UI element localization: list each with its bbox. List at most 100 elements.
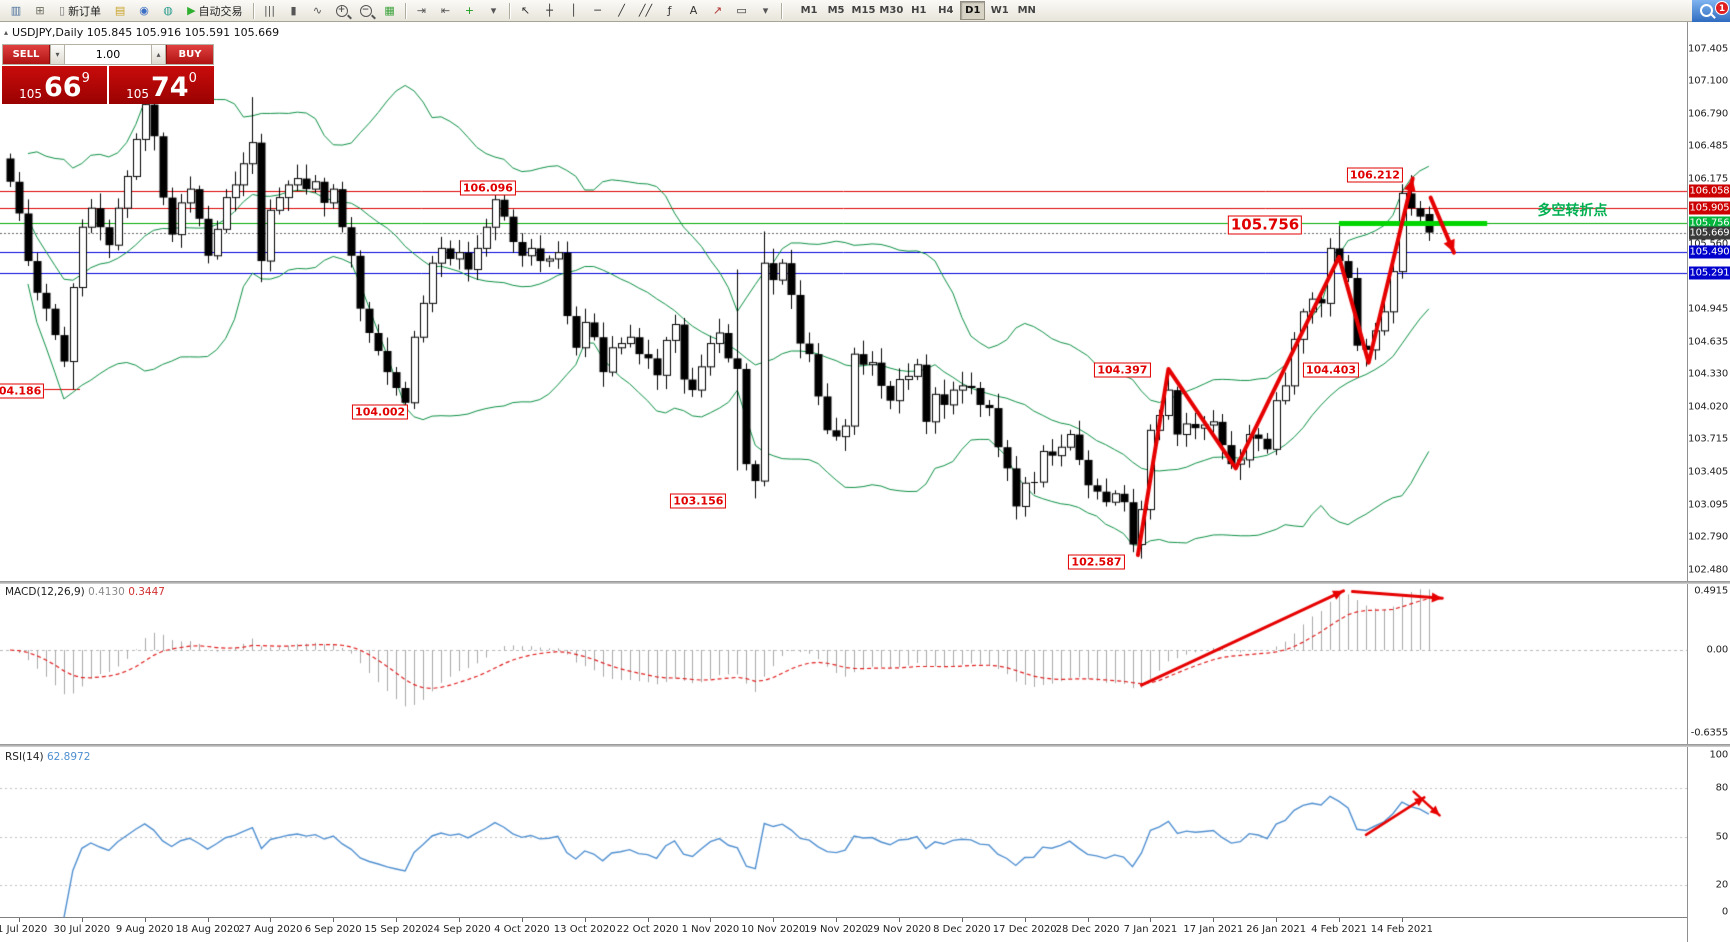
volume-input[interactable] (65, 45, 151, 64)
toolbar-button-label: 新订单 (68, 4, 102, 18)
time-tick (1276, 918, 1277, 922)
toolbar-separator (508, 2, 511, 19)
zoom-out-icon[interactable]: − (355, 1, 377, 21)
new-order-button[interactable]: ▯ 新订单 (53, 1, 107, 21)
rsi-axis-label: 100 (1709, 749, 1729, 761)
ask-price-pips: 74 (151, 72, 189, 103)
arrows-icon[interactable]: ↗ (707, 1, 729, 21)
profiles-icon[interactable]: ⊞ (29, 1, 51, 21)
date-label: 17 Jan 2021 (1183, 924, 1244, 935)
date-label: 24 Sep 2020 (427, 924, 491, 935)
price-tag: 105.905 (1689, 201, 1730, 215)
rsi-label: RSI(14) (5, 751, 44, 763)
chart-shift-icon-glyph: ⇤ (440, 4, 451, 17)
rsi-axis-label: 50 (1715, 831, 1729, 842)
time-tick (1088, 918, 1089, 922)
date-label: 8 Dec 2020 (933, 924, 991, 935)
fibonacci-icon[interactable]: ƒ (659, 1, 681, 21)
community-icon[interactable]: ◍ (157, 1, 179, 21)
macd-panel-canvas[interactable] (0, 584, 1687, 744)
tile-windows-icon[interactable]: ▦ (379, 1, 401, 21)
text-icon[interactable]: A (683, 1, 705, 21)
time-tick (585, 918, 586, 922)
bar-chart-type-icon[interactable]: ||| (259, 1, 281, 21)
channel-icon[interactable]: ╱╱ (635, 1, 657, 21)
timeframe-toolbar: M1 M5 M15 M30 H1 H4 D1 W1 MN (796, 1, 1041, 20)
price-tick-label: 106.175 (1688, 173, 1728, 185)
volume-increase-button[interactable]: ▴ (151, 45, 166, 64)
timeframe-button-m30[interactable]: M30 (879, 5, 904, 16)
autotrade-button[interactable]: ▶ 自动交易 (181, 1, 248, 21)
arrows-icon-glyph: ↗ (712, 4, 723, 17)
macd-axis-label: 0.4915 (1694, 585, 1728, 597)
indicators-icon[interactable]: + (459, 1, 481, 21)
date-label: 22 Oct 2020 (616, 924, 679, 935)
toolbar-button-label: 自动交易 (198, 4, 243, 18)
date-label: 30 Jul 2020 (53, 924, 111, 935)
price-chart-canvas[interactable] (0, 22, 1687, 581)
rsi-axis-label: 0 (1721, 906, 1728, 918)
rsi-panel-canvas[interactable] (0, 747, 1687, 917)
timeframe-button-w1[interactable]: W1 (990, 5, 1009, 16)
zoom-in-icon[interactable]: + (331, 1, 353, 21)
vertical-line-icon[interactable]: │ (563, 1, 585, 21)
chart-shift-icon[interactable]: ⇤ (435, 1, 457, 21)
date-label: 6 Sep 2020 (304, 924, 362, 935)
zoom-in-icon: + (335, 4, 348, 17)
one-click-collapse-icon[interactable]: ▴ (4, 28, 9, 37)
toolbar-separator (780, 2, 783, 19)
notification-badge[interactable]: 1 (1715, 1, 1729, 15)
indicators-dropdown-icon-glyph: ▾ (490, 4, 497, 17)
auto-scroll-icon[interactable]: ⇥ (411, 1, 433, 21)
line-chart-type-icon[interactable]: ∿ (307, 1, 329, 21)
timeframe-button-mn[interactable]: MN (1017, 5, 1036, 16)
date-label: 9 Aug 2020 (115, 924, 174, 935)
profiles-icon-glyph: ⊞ (35, 4, 45, 17)
bid-price-pips: 66 (44, 72, 82, 103)
timeframe-button-m5[interactable]: M5 (827, 5, 845, 16)
ask-price-display[interactable]: 105 74 0 (109, 66, 214, 104)
bid-price-display[interactable]: 105 66 9 (2, 66, 107, 104)
bid-price-major: 105 (19, 87, 43, 101)
crosshair-icon[interactable]: ┼ (539, 1, 561, 21)
macd-axis-label: 0.00 (1706, 644, 1729, 656)
rsi-value: 62.8972 (46, 751, 91, 763)
macd-label: MACD(12,26,9) (5, 586, 85, 598)
candlestick-chart-type-icon-glyph: ▮ (290, 4, 297, 17)
timeframe-button-d1[interactable]: D1 (960, 1, 986, 20)
time-tick (773, 918, 774, 922)
trendline-icon[interactable]: ╱ (611, 1, 633, 21)
price-tag: 106.058 (1689, 184, 1730, 198)
crosshair-icon-glyph: ┼ (546, 4, 553, 17)
sell-button[interactable]: SELL (3, 45, 50, 64)
time-tick (333, 918, 334, 922)
panel-splitter[interactable] (0, 581, 1730, 584)
horizontal-line-icon[interactable]: ─ (587, 1, 609, 21)
buy-button[interactable]: BUY (166, 45, 213, 64)
timeframe-button-m15[interactable]: M15 (851, 5, 876, 16)
new-chart-icon[interactable]: ▥ (5, 1, 27, 21)
volume-decrease-button[interactable]: ▾ (50, 45, 65, 64)
cursor-icon[interactable]: ↖ (515, 1, 537, 21)
chart-symbol-header: ▴ USDJPY,Daily 105.845 105.916 105.591 1… (4, 26, 279, 39)
macd-main-value: 0.4130 (88, 586, 125, 598)
timeframe-button-h1[interactable]: H1 (911, 5, 927, 16)
accounts-icon[interactable]: ◉ (133, 1, 155, 21)
candlestick-chart-type-icon[interactable]: ▮ (283, 1, 305, 21)
price-axis[interactable]: 107.405107.100106.790106.485106.175105.8… (1687, 22, 1730, 942)
toolbar: ▥ ⊞ ▯ 新订单 ▤ ◉ ◍ ▶ 自动交易 ||| ▮ ∿ + − ▦ ⇥ ⇤ + ▾ ↖ ┼ │ ─ ╱ ╱╱ ƒ A ↗ ▭ ▾ M… (0, 0, 1730, 22)
shapes-icon-glyph: ▭ (736, 4, 747, 17)
history-center-icon[interactable]: ▤ (109, 1, 131, 21)
timeframe-button-h4[interactable]: H4 (938, 5, 954, 16)
price-tick-label: 103.405 (1688, 466, 1728, 478)
shapes-icon[interactable]: ▭ (731, 1, 753, 21)
price-tick-label: 104.945 (1688, 303, 1728, 315)
objects-dropdown-icon[interactable]: ▾ (755, 1, 777, 21)
objects-dropdown-icon-glyph: ▾ (762, 4, 769, 17)
indicators-dropdown-icon[interactable]: ▾ (483, 1, 505, 21)
panel-splitter[interactable] (0, 744, 1730, 747)
timeframe-button-m1[interactable]: M1 (800, 5, 818, 16)
